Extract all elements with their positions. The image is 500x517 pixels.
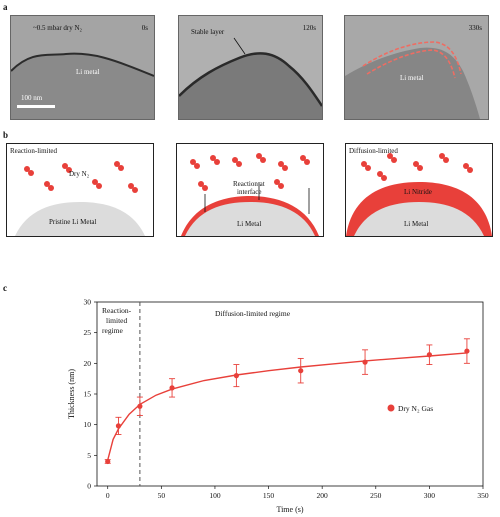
x-tick-label: 50 [158,491,166,500]
li-nitride-label: Li Nitride [404,188,432,196]
schematic-diffusion-limited: Diffusion-limited Li Nitride Li Metal [345,143,493,237]
y-tick-label: 15 [84,390,92,399]
data-point [137,403,143,409]
chart-marks [104,302,470,486]
data-point [426,352,432,358]
schematic-art-2 [181,153,319,236]
tem-image-0s: ~0.5 mbar dry N₂ 0s Li metal 100 nm [10,15,155,120]
x-tick-label: 350 [477,491,489,500]
diffusion-limited-title: Diffusion-limited [349,147,398,155]
tem-image-330s: 330s Li metal [344,15,489,120]
y-tick-label: 30 [84,298,92,307]
data-point [169,385,175,391]
scale-bar [17,105,55,108]
reaction-at-label: Reaction at [233,180,265,188]
y-tick-label: 5 [87,451,91,460]
li-metal-label: Li metal [76,68,100,76]
interface-label: interface [237,188,262,196]
pressure-label: ~0.5 mbar dry N₂ [33,24,82,32]
time-label-120s: 120s [302,24,316,32]
thickness-chart: 0 50 100 150 200 250 300 350 0 5 10 15 20 25 30 Time (… [67,298,489,515]
plot-frame [96,301,484,487]
panel-label-c: c [3,283,7,293]
data-point [105,458,111,465]
dry-n2-label: Dry N₂ [69,170,90,178]
data-point [362,359,368,365]
reaction-limited-title: Reaction-limited [10,147,58,155]
x-tick-label: 300 [424,491,436,500]
x-tick-label: 150 [263,491,275,500]
y-axis-title: Thickness (nm) [67,369,76,419]
schematic-art-3 [346,153,492,236]
time-label-330s: 330s [468,24,482,32]
schematic-art-1 [15,161,145,236]
panel-label-b: b [3,130,9,140]
data-point [464,348,470,354]
panel-label-a: a [3,2,8,12]
data-point [233,373,239,379]
inner-boundary-dashed [366,49,456,79]
tem-image-120s: Stable layer 120s [178,15,323,120]
x-tick-label: 0 [106,491,110,500]
stable-layer-pointer [233,37,246,55]
reaction-arrows [204,182,310,214]
scale-bar-label: 100 nm [21,94,43,102]
li-metal-label-2: Li Metal [237,220,262,228]
y-tick-label: 0 [87,482,91,491]
pristine-li-label: Pristine Li Metal [49,218,97,226]
tem-texture-120s [179,16,322,119]
outer-boundary-dashed [362,41,462,75]
fit-curve [107,352,467,461]
x-tick-label: 200 [317,491,329,500]
y-tick-label: 20 [84,359,92,368]
legend-label: Dry N₂ Gas [398,404,433,413]
li-metal-label-3: Li Metal [404,220,429,228]
regime1-line2: limited [106,316,127,325]
schematic-reaction-at-interface: Reaction at interface Li Metal [176,143,324,237]
y-tick-label: 10 [84,420,92,429]
data-point [298,368,304,374]
n2-molecules-1 [24,161,138,193]
li-metal-label-330s: Li metal [400,74,424,82]
x-tick-label: 100 [209,491,221,500]
legend-marker [387,404,395,412]
tem-texture-330s [345,16,488,119]
stable-layer-label: Stable layer [191,28,225,36]
chart-axes: 0 50 100 150 200 250 300 350 0 5 10 15 20 25 30 [84,298,489,501]
regime1-line1: Reaction- [102,306,132,315]
n2-molecules-2 [190,153,310,191]
x-tick-label: 250 [370,491,382,500]
n2-molecules-3 [361,153,473,181]
regime1-line3: regime [102,326,123,335]
data-point [115,423,122,429]
time-label-0s: 0s [141,24,148,32]
tem-texture-0s [11,16,154,119]
regime2-label: Diffusion-limited regime [215,309,291,318]
y-tick-label: 25 [84,328,92,337]
x-axis-title: Time (s) [276,505,303,514]
schematic-reaction-limited: Reaction-limited Dry N₂ Pristine Li Meta… [6,143,154,237]
